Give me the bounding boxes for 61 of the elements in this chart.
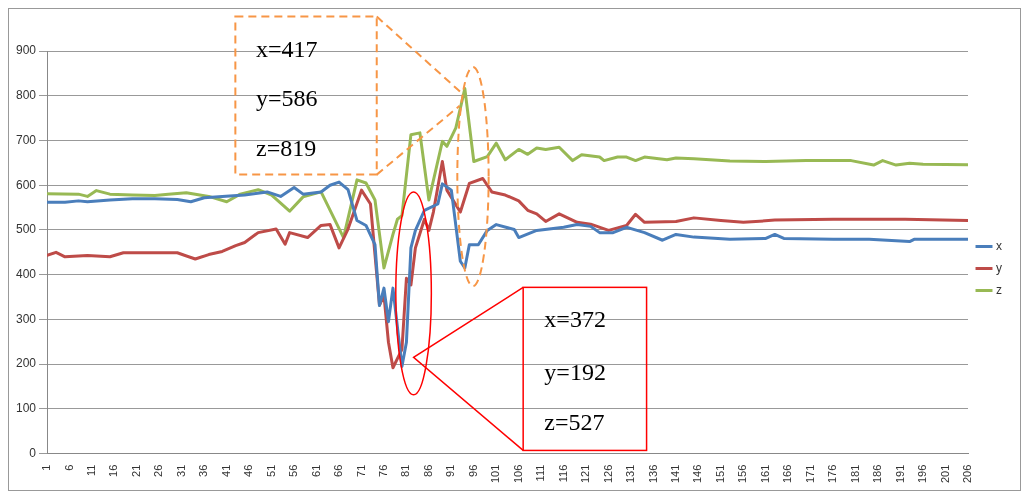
x-tick-label: 131 <box>624 464 637 484</box>
x-tick-label: 21 <box>129 464 142 477</box>
y-tick-label: 0 <box>29 445 37 460</box>
x-tick-label: 121 <box>579 464 592 484</box>
x-tick-label: 101 <box>489 464 502 484</box>
x-tick-label: 196 <box>916 464 929 484</box>
legend-label: z <box>996 282 1002 297</box>
x-tick-label: 201 <box>938 464 951 484</box>
x-tick-label: 111 <box>534 464 547 482</box>
legend-label: y <box>996 260 1002 275</box>
x-tick-label: 6 <box>62 464 75 471</box>
y-tick-label: 500 <box>15 222 37 237</box>
x-tick-label: 61 <box>309 464 322 477</box>
x-tick-label: 151 <box>713 464 726 484</box>
y-tick-label: 700 <box>15 132 37 147</box>
x-tick-label: 141 <box>669 464 682 484</box>
x-tick-label: 46 <box>242 464 255 477</box>
x-tick-label: 16 <box>107 464 120 477</box>
x-tick-label: 206 <box>961 464 974 484</box>
annotation: x=372 <box>544 305 606 332</box>
x-tick-label: 136 <box>646 464 659 484</box>
x-tick-label: 36 <box>197 464 210 477</box>
annotation: y=192 <box>544 358 606 385</box>
x-tick-label: 186 <box>871 464 884 484</box>
x-tick-label: 166 <box>781 464 794 484</box>
x-tick-label: 161 <box>758 464 771 484</box>
x-tick-label: 116 <box>556 464 569 483</box>
x-tick-label: 76 <box>377 464 389 477</box>
y-tick-label: 900 <box>15 43 37 58</box>
x-tick-label: 51 <box>264 464 277 477</box>
x-tick-label: 26 <box>152 464 165 477</box>
x-tick-label: 66 <box>332 464 345 477</box>
x-tick-label: 81 <box>399 464 412 477</box>
x-tick-label: 1 <box>40 464 53 471</box>
x-tick-label: 91 <box>444 464 457 477</box>
x-tick-label: 126 <box>601 464 614 484</box>
x-tick-label: 106 <box>511 464 524 484</box>
y-tick-label: 800 <box>15 88 37 103</box>
x-tick-label: 71 <box>354 464 367 477</box>
annotation: y=586 <box>256 84 318 111</box>
x-tick-label: 96 <box>466 464 479 477</box>
x-tick-label: 176 <box>826 464 839 484</box>
x-tick-label: 41 <box>219 464 232 477</box>
x-tick-label: 56 <box>287 464 300 477</box>
annotation: x=417 <box>256 36 318 63</box>
y-tick-label: 400 <box>15 267 37 282</box>
y-tick-label: 200 <box>15 356 37 371</box>
x-tick-label: 86 <box>421 464 434 477</box>
x-tick-label: 156 <box>736 464 749 484</box>
x-tick-label: 181 <box>848 464 861 484</box>
legend-label: x <box>996 238 1002 253</box>
annotation: z=527 <box>544 409 605 436</box>
x-tick-label: 11 <box>84 464 97 477</box>
y-tick-label: 300 <box>15 311 37 326</box>
x-tick-label: 31 <box>174 464 187 477</box>
x-tick-label: 171 <box>803 464 816 484</box>
y-tick-label: 100 <box>15 401 37 416</box>
x-tick-label: 146 <box>691 464 704 484</box>
x-tick-label: 191 <box>893 464 906 484</box>
y-tick-label: 600 <box>15 177 37 192</box>
annotation: z=819 <box>256 135 317 162</box>
